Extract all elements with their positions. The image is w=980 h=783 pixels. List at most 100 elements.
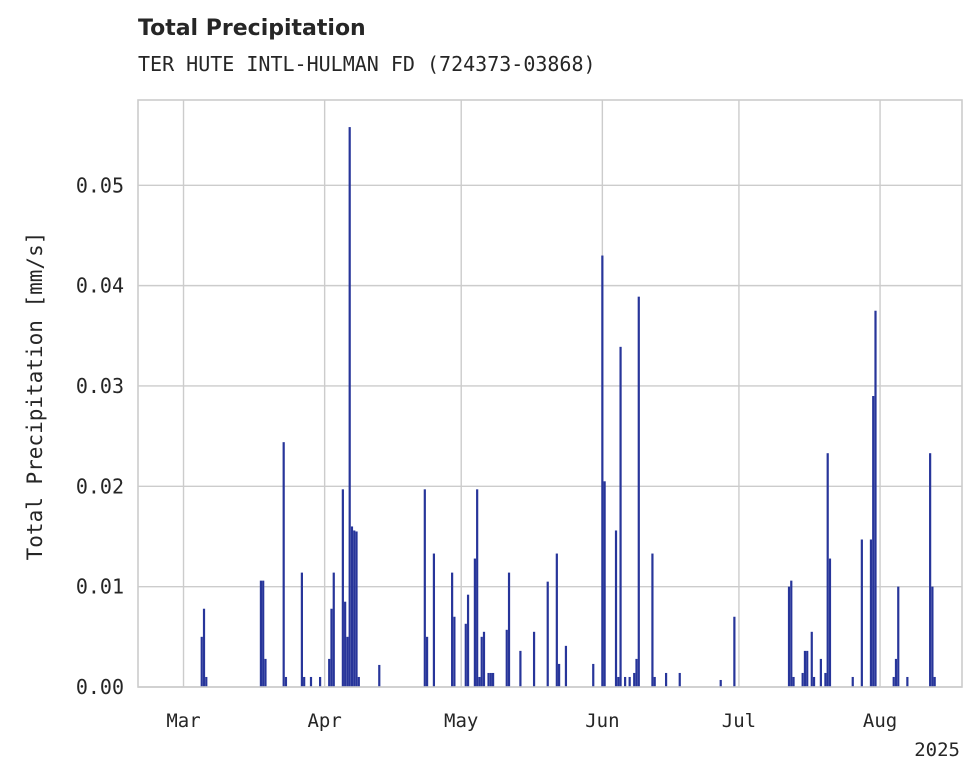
precipitation-bar [473, 558, 476, 687]
y-tick-label: 0.00 [76, 675, 124, 699]
y-tick-label: 0.05 [76, 173, 124, 197]
x-tick-label: Mar [166, 710, 200, 732]
y-tick-label: 0.01 [76, 575, 124, 599]
precipitation-bar [303, 676, 306, 687]
precipitation-bar [357, 676, 360, 687]
precipitation-bar [592, 663, 595, 687]
precipitation-bar [897, 586, 900, 687]
precipitation-bar [633, 672, 636, 687]
precipitation-bar [555, 553, 558, 687]
precipitation-bar [628, 676, 631, 687]
precipitation-bar [719, 679, 722, 687]
precipitation-bar [601, 255, 604, 687]
precipitation-bar [480, 636, 483, 687]
precipitation-bar [259, 580, 263, 687]
precipitation-bar [558, 663, 561, 687]
grid-lines [138, 100, 962, 688]
precipitation-bar [801, 672, 804, 687]
precipitation-bar [874, 310, 877, 687]
precipitation-bar [507, 572, 511, 687]
precipitation-bar [860, 539, 863, 687]
precipitation-bar [482, 631, 486, 687]
precipitation-bar [328, 658, 331, 687]
precipitation-bar [348, 127, 351, 688]
x-tick-label: Jun [585, 710, 619, 732]
precipitation-bar [828, 558, 832, 687]
chart-subtitle: TER HUTE INTL-HULMAN FD (724373-03868) [138, 52, 596, 76]
precipitation-bar [872, 396, 875, 687]
precipitation-bar [894, 658, 898, 687]
precipitation-bar [810, 631, 813, 687]
precipitation-bar [812, 676, 816, 687]
precipitation-bar [664, 672, 668, 687]
y-tick-label: 0.04 [76, 274, 124, 298]
precipitation-bar [806, 650, 809, 687]
precipitation-bar [869, 539, 873, 687]
precipitation-bar [851, 676, 854, 687]
precipitation-bar [476, 489, 479, 687]
precipitation-bar [792, 676, 795, 687]
precipitation-bar [262, 580, 265, 687]
precipitation-bar [330, 608, 333, 687]
precipitation-bar [787, 586, 791, 687]
precipitation-bar [532, 631, 536, 687]
precipitation-bar [200, 636, 203, 687]
precipitation-bar [564, 645, 568, 687]
x-tick-label: May [444, 710, 478, 732]
x-axis-year-label: 2025 [914, 739, 960, 761]
precipitation-bar [344, 601, 347, 687]
precipitation-bar [264, 658, 267, 687]
precipitation-bar [546, 581, 549, 687]
y-tick-label: 0.03 [76, 374, 124, 398]
precipitation-bar [505, 629, 508, 687]
x-tick-label: Jul [722, 710, 756, 732]
x-axis-ticks: Mar Apr May Jun Jul Aug [166, 710, 897, 732]
precipitation-bar [678, 672, 681, 687]
precipitation-bar [519, 650, 522, 687]
precipitation-bar [425, 636, 429, 687]
precipitation-bar [614, 530, 618, 687]
precipitation-bar [906, 676, 909, 687]
precipitation-bar [350, 526, 354, 687]
precipitation-bar [790, 580, 793, 687]
precipitation-bar [819, 658, 822, 687]
precipitation-bar [284, 676, 288, 687]
y-axis-label: Total Precipitation [mm/s] [23, 232, 47, 561]
precipitation-bar [453, 616, 456, 687]
chart-title: Total Precipitation [138, 16, 366, 41]
precipitation-bar [617, 676, 620, 687]
precipitation-bar [353, 530, 356, 687]
precipitation-bar [651, 553, 654, 687]
y-axis-ticks: 0.00 0.01 0.02 0.03 0.04 0.05 [76, 173, 124, 699]
precipitation-bar [892, 676, 895, 687]
precipitation-bar [489, 672, 492, 687]
precipitation-bar [341, 489, 344, 687]
precipitation-bar [355, 531, 358, 687]
precipitation-bar [619, 346, 622, 687]
precipitation-bar [637, 296, 640, 687]
precipitation-bar [318, 676, 322, 687]
precipitation-bar [332, 572, 335, 687]
precipitation-bar [826, 453, 829, 687]
precipitation-bar [933, 676, 936, 687]
precipitation-bar [478, 676, 481, 687]
precipitation-bar [803, 650, 807, 687]
precipitation-bar [824, 672, 827, 687]
precipitation-bar [929, 453, 932, 687]
precipitation-bar [432, 553, 436, 687]
precipitation-bar [464, 623, 467, 687]
precipitation-bar [653, 676, 656, 687]
plot-frame [137, 99, 963, 688]
precipitation-bar [309, 676, 313, 687]
precipitation-bar [733, 616, 736, 687]
precipitation-bar [423, 489, 426, 687]
x-tick-label: Aug [863, 710, 897, 732]
precipitation-bar [603, 481, 606, 687]
precipitation-bar [282, 442, 285, 687]
precipitation-bar [202, 608, 206, 687]
precipitation-bar [378, 664, 381, 687]
precipitation-bar [635, 658, 638, 687]
x-tick-label: Apr [307, 710, 341, 732]
precipitation-bar [487, 672, 490, 687]
